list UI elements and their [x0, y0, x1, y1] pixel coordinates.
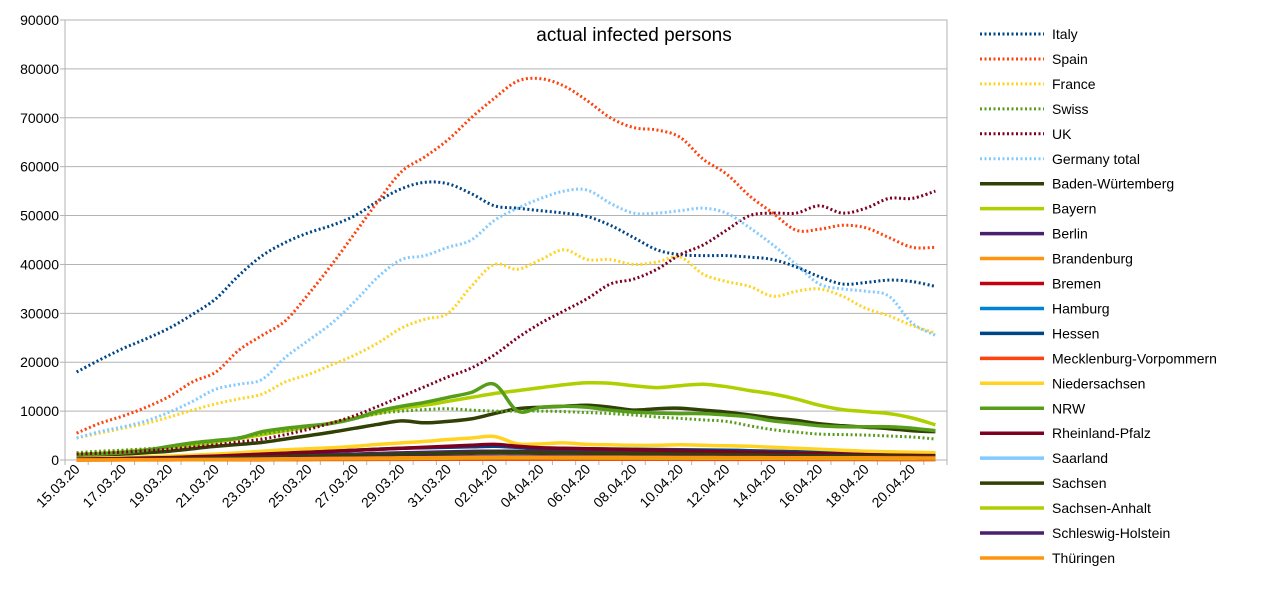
legend-item: NRW — [980, 400, 1086, 416]
legend-item: Schleswig-Holstein — [980, 525, 1170, 541]
x-tick-label: 25.03.20 — [265, 461, 315, 511]
legend-item: Niedersachsen — [980, 375, 1145, 391]
legend-item: Italy — [980, 26, 1078, 42]
gridlines — [65, 19, 947, 461]
legend-label: Hamburg — [1052, 300, 1110, 316]
legend-item: Spain — [980, 51, 1088, 67]
x-tick-label: 14.04.20 — [729, 461, 779, 511]
legend-item: UK — [980, 126, 1072, 142]
y-axis: 0 10000 20000 30000 40000 50000 60000 70000 8000… — [20, 12, 65, 468]
series-line-germany-total — [76, 187, 937, 440]
legend-item: Bayern — [980, 201, 1096, 217]
x-tick-label: 19.03.20 — [126, 461, 176, 511]
legend-item: Sachsen-Anhalt — [980, 500, 1151, 516]
x-tick-label: 04.04.20 — [497, 461, 547, 511]
y-tick-label: 10000 — [20, 403, 59, 419]
y-tick-label: 30000 — [20, 305, 59, 321]
series-line-rheinland-pfalz — [76, 442, 936, 461]
y-tick-label: 50000 — [20, 208, 59, 224]
legend-label: NRW — [1052, 400, 1086, 416]
x-tick-label: 08.04.20 — [590, 461, 640, 511]
y-tick-label: 90000 — [20, 12, 59, 28]
legend-item: Sachsen — [980, 475, 1106, 491]
legend-label: Schleswig-Holstein — [1052, 525, 1170, 541]
legend-item: Brandenburg — [980, 251, 1133, 267]
x-tick-label: 29.03.20 — [358, 461, 408, 511]
legend-label: Mecklenburg-Vorpommern — [1052, 350, 1217, 366]
series-line-spain — [76, 76, 936, 435]
x-tick-label: 21.03.20 — [172, 461, 222, 511]
legend-label: France — [1052, 76, 1096, 92]
legend-item: Rheinland-Pfalz — [980, 425, 1151, 441]
legend-label: Italy — [1052, 26, 1078, 42]
legend-item: Berlin — [980, 226, 1088, 242]
legend-label: Bremen — [1052, 276, 1101, 292]
x-tick-label: 02.04.20 — [451, 461, 501, 511]
x-tick-label: 20.04.20 — [868, 461, 918, 511]
x-tick-label: 18.04.20 — [822, 461, 872, 511]
series-line-th-ringen — [76, 455, 936, 462]
legend-item: Thüringen — [980, 550, 1115, 566]
x-tick-label: 17.03.20 — [79, 461, 129, 511]
legend-item: Germany total — [980, 151, 1140, 167]
x-tick-label: 10.04.20 — [636, 461, 686, 511]
legend-label: Germany total — [1052, 151, 1140, 167]
y-tick-label: 80000 — [20, 61, 59, 77]
legend: Italy Spain France Swiss UK Germany total Bade… — [980, 26, 1217, 566]
chart-title: actual infected persons — [536, 25, 731, 46]
legend-label: Spain — [1052, 51, 1088, 67]
x-tick-label: 15.03.20 — [33, 461, 83, 511]
legend-label: Baden-Würtemberg — [1052, 176, 1174, 192]
legend-item: Hamburg — [980, 300, 1110, 316]
y-tick-label: 40000 — [20, 256, 59, 272]
y-tick-label: 60000 — [20, 159, 59, 175]
legend-label: Niedersachsen — [1052, 375, 1145, 391]
legend-item: Swiss — [980, 101, 1089, 117]
legend-item: Hessen — [980, 325, 1099, 341]
y-tick-label: 70000 — [20, 110, 59, 126]
y-tick-label: 0 — [51, 452, 59, 468]
legend-label: Berlin — [1052, 226, 1088, 242]
series-line-swiss — [76, 407, 936, 455]
x-tick-label: 16.04.20 — [776, 461, 826, 511]
legend-label: Saarland — [1052, 450, 1108, 466]
legend-item: Baden-Würtemberg — [980, 176, 1174, 192]
legend-item: France — [980, 76, 1096, 92]
legend-label: UK — [1052, 126, 1072, 142]
series-line-niedersachsen — [76, 434, 936, 461]
series-lines — [75, 76, 937, 462]
series-line-italy — [75, 180, 936, 374]
x-tick-label: 23.03.20 — [219, 461, 269, 511]
legend-label: Sachsen-Anhalt — [1052, 500, 1151, 516]
legend-label: Hessen — [1052, 325, 1099, 341]
x-tick-label: 27.03.20 — [311, 461, 361, 511]
legend-item: Mecklenburg-Vorpommern — [980, 350, 1217, 366]
plot-border — [64, 19, 948, 461]
legend-label: Sachsen — [1052, 475, 1106, 491]
legend-label: Swiss — [1052, 101, 1089, 117]
legend-item: Saarland — [980, 450, 1108, 466]
x-tick-label: 06.04.20 — [544, 461, 594, 511]
legend-item: Bremen — [980, 276, 1101, 292]
series-line-nrw — [76, 381, 936, 457]
legend-label: Thüringen — [1052, 550, 1115, 566]
x-tick-label: 31.03.20 — [404, 461, 454, 511]
x-axis: 15.03.2017.03.2019.03.2021.03.2023.03.20… — [33, 460, 948, 511]
legend-label: Rheinland-Pfalz — [1052, 425, 1151, 441]
y-tick-label: 20000 — [20, 354, 59, 370]
x-tick-label: 12.04.20 — [683, 461, 733, 511]
legend-label: Brandenburg — [1052, 251, 1133, 267]
plot-area — [64, 19, 948, 461]
legend-label: Bayern — [1052, 201, 1096, 217]
series-line-france — [76, 248, 936, 440]
